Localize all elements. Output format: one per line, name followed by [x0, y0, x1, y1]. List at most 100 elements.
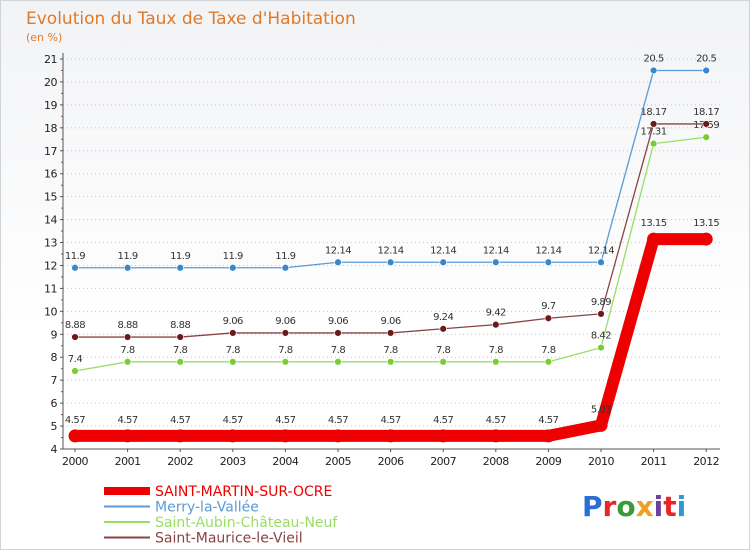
y-tick-label: 19 — [44, 99, 57, 112]
data-point — [439, 258, 447, 266]
data-point — [541, 429, 555, 443]
data-label: 9.06 — [380, 316, 400, 327]
data-label: 12.14 — [378, 245, 404, 256]
data-label: 4.57 — [380, 415, 400, 426]
data-point — [386, 258, 395, 266]
y-tick-label: 20 — [44, 76, 57, 89]
data-point — [384, 429, 398, 443]
data-label: 7.8 — [436, 345, 451, 356]
y-tick-label: 7 — [51, 374, 58, 387]
data-point — [229, 329, 237, 337]
data-point — [334, 329, 342, 337]
data-label: 8.42 — [591, 331, 611, 342]
data-label: 4.57 — [486, 415, 506, 426]
data-point — [334, 358, 342, 366]
x-tick-label: 2011 — [641, 455, 667, 468]
data-label: 13.15 — [693, 218, 719, 229]
data-point — [386, 329, 395, 337]
data-label: 12.14 — [588, 245, 614, 256]
data-label: 4.57 — [433, 415, 453, 426]
y-tick-label: 21 — [44, 53, 57, 66]
logo-letter: o — [616, 490, 635, 523]
data-point — [699, 232, 713, 246]
data-label: 4.57 — [328, 415, 348, 426]
data-point — [702, 133, 710, 141]
series-group: 11.9 11.9 11.9 11.9 11.9 12.14 12.14 12.14 12.14… — [65, 53, 717, 272]
data-point — [71, 367, 79, 375]
x-tick-label: 2009 — [535, 455, 561, 468]
y-tick-label: 8 — [51, 351, 58, 364]
data-label: 7.8 — [173, 345, 188, 356]
series-group: 8.88 8.88 8.88 9.06 9.06 9.06 9.06 9.24 9.42 9.7 9… — [65, 107, 720, 341]
data-label: 12.14 — [483, 245, 509, 256]
data-point — [439, 358, 447, 366]
data-label: 5.03 — [591, 404, 611, 415]
data-point — [436, 429, 450, 443]
data-label: 18.17 — [641, 107, 667, 118]
logo-letter: P — [582, 490, 603, 523]
data-label: 8.88 — [65, 320, 85, 331]
data-point — [492, 320, 500, 329]
y-tick-label: 12 — [44, 259, 57, 272]
data-label: 9.7 — [541, 301, 556, 312]
data-point — [123, 333, 132, 341]
legend: SAINT-MARTIN-SUR-OCREMerry-la-ValléeSain… — [104, 484, 338, 547]
data-label: 4.57 — [65, 415, 85, 426]
x-tick-label: 2004 — [272, 455, 298, 468]
series-layer: 7.47.87.87.87.87.87.87.87.87.88.4217.311… — [65, 53, 720, 443]
data-label: 7.8 — [489, 345, 504, 356]
data-label: 12.14 — [325, 245, 351, 256]
data-point — [597, 310, 605, 318]
data-point — [439, 325, 447, 333]
logo-letter: t — [663, 490, 676, 523]
data-label: 9.06 — [328, 316, 348, 327]
y-tick-label: 6 — [51, 397, 58, 410]
data-label: 20.5 — [643, 53, 663, 64]
data-point — [331, 429, 345, 443]
data-point — [647, 232, 661, 246]
data-point — [649, 66, 658, 75]
x-tick-label: 2001 — [115, 455, 141, 468]
data-point — [278, 429, 292, 443]
y-tick-label: 16 — [44, 168, 57, 181]
data-label: 4.57 — [223, 415, 243, 426]
data-point — [281, 358, 290, 366]
data-point — [71, 333, 79, 341]
x-tick-label: 2005 — [325, 455, 351, 468]
data-point — [594, 418, 608, 432]
logo-letter: r — [603, 490, 617, 523]
x-tick-label: 2008 — [483, 455, 509, 468]
data-label: 20.5 — [696, 53, 716, 64]
data-point — [176, 264, 184, 272]
data-point — [229, 264, 237, 272]
data-point — [334, 258, 342, 266]
x-tick-label: 2003 — [220, 455, 246, 468]
data-point — [123, 264, 132, 272]
legend-label: SAINT-MARTIN-SUR-OCRE — [155, 484, 332, 500]
data-label: 4.57 — [538, 415, 558, 426]
data-point — [281, 329, 290, 337]
data-label: 4.57 — [117, 415, 137, 426]
x-tick-label: 2000 — [62, 455, 88, 468]
y-tick-label: 17 — [44, 145, 57, 158]
data-point — [544, 358, 553, 366]
data-label: 8.88 — [117, 320, 137, 331]
data-point — [544, 258, 553, 266]
data-point — [649, 139, 658, 148]
legend-label: Saint-Aubin-Château-Neuf — [155, 515, 338, 531]
data-label: 11.9 — [65, 251, 85, 262]
x-tick-label: 2002 — [167, 455, 193, 468]
y-tick-label: 14 — [44, 214, 57, 227]
data-label: 11.9 — [117, 251, 137, 262]
y-tick-label: 10 — [44, 305, 57, 318]
data-point — [702, 66, 710, 75]
data-point — [229, 358, 237, 366]
logo-letter: i — [677, 490, 687, 523]
data-point — [71, 264, 79, 272]
data-label: 7.8 — [226, 345, 241, 356]
data-point — [176, 333, 184, 341]
data-label: 12.14 — [535, 245, 561, 256]
data-label: 8.88 — [170, 320, 190, 331]
